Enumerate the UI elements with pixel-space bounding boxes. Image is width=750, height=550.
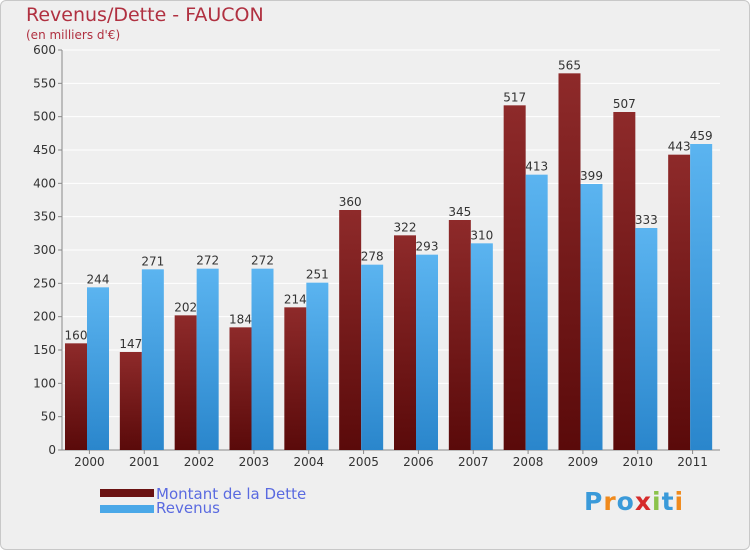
- data-label-revenus: 399: [580, 169, 603, 183]
- bar-debt: [668, 154, 691, 450]
- logo-letter: r: [603, 487, 617, 516]
- data-label-revenus: 333: [635, 213, 658, 227]
- logo-letter: o: [616, 487, 635, 516]
- chart-title: Revenus/Dette - FAUCON: [26, 4, 264, 26]
- bar-revenus: [690, 144, 713, 450]
- y-tick-label: 300: [33, 243, 56, 257]
- y-tick-label: 150: [33, 343, 56, 357]
- y-tick-label: 250: [33, 276, 56, 290]
- bar-debt: [448, 220, 471, 450]
- y-tick-label: 100: [33, 376, 56, 390]
- x-tick-label: 2003: [239, 455, 270, 469]
- bar-revenus: [87, 287, 109, 450]
- y-tick-label: 450: [33, 143, 56, 157]
- bar-revenus: [196, 268, 219, 450]
- x-tick-label: 2001: [129, 455, 160, 469]
- y-tick-label: 600: [33, 43, 56, 57]
- bar-revenus: [525, 174, 548, 450]
- logo-letter: t: [661, 487, 675, 516]
- data-label-debt: 360: [339, 195, 362, 209]
- bar-revenus: [361, 264, 384, 450]
- x-tick-label: 2009: [568, 455, 599, 469]
- data-label-revenus: 251: [306, 268, 329, 282]
- data-label-revenus: 293: [416, 240, 439, 254]
- bar-debt: [613, 112, 636, 450]
- bar-revenus: [306, 282, 329, 450]
- data-label-debt: 322: [394, 220, 417, 234]
- data-label-revenus: 310: [470, 228, 493, 242]
- bar-debt: [284, 307, 307, 450]
- data-label-debt: 443: [668, 140, 691, 154]
- bar-revenus: [251, 268, 274, 450]
- y-tick-label: 500: [33, 110, 56, 124]
- bar-debt: [65, 343, 87, 450]
- bar-revenus: [635, 228, 658, 450]
- legend-label-debt: Montant de la Dette: [156, 485, 307, 503]
- x-tick-label: 2008: [513, 455, 544, 469]
- data-label-debt: 345: [448, 205, 471, 219]
- data-label-debt: 202: [174, 300, 197, 314]
- data-label-revenus: 278: [361, 250, 384, 264]
- data-label-debt: 160: [65, 328, 88, 342]
- bar-debt: [339, 210, 362, 450]
- data-label-revenus: 413: [525, 160, 548, 174]
- data-label-debt: 565: [558, 58, 581, 72]
- bar-revenus: [470, 243, 493, 450]
- x-tick-label: 2005: [348, 455, 379, 469]
- y-tick-label: 550: [33, 76, 56, 90]
- bar-debt: [394, 235, 416, 450]
- logo-letter: P: [584, 487, 604, 516]
- data-label-debt: 147: [119, 337, 142, 351]
- legend-swatch-revenus: [100, 505, 154, 513]
- x-tick-label: 2007: [458, 455, 489, 469]
- y-tick-label: 350: [33, 210, 56, 224]
- bar-debt: [119, 352, 142, 450]
- logo-letter: x: [634, 487, 652, 516]
- data-label-debt: 214: [284, 292, 307, 306]
- y-tick-label: 50: [41, 410, 56, 424]
- x-tick-label: 2010: [622, 455, 653, 469]
- logo-letter: i: [652, 487, 662, 516]
- chart-subtitle: (en milliers d'€): [26, 28, 121, 42]
- legend-label-revenus: Revenus: [156, 499, 220, 517]
- data-label-debt: 184: [229, 312, 252, 326]
- y-tick-label: 200: [33, 310, 56, 324]
- proxiti-logo: Proxiti: [584, 487, 684, 516]
- x-tick-label: 2004: [293, 455, 324, 469]
- bar-debt: [503, 105, 526, 450]
- x-tick-label: 2000: [74, 455, 105, 469]
- bar-revenus: [416, 254, 438, 450]
- data-label-debt: 507: [613, 97, 636, 111]
- y-tick-label: 0: [48, 443, 56, 457]
- data-label-revenus: 272: [251, 254, 274, 268]
- data-label-revenus: 271: [141, 254, 164, 268]
- logo-letter: i: [674, 487, 685, 516]
- data-label-revenus: 272: [196, 254, 219, 268]
- data-label-debt: 517: [503, 90, 526, 104]
- y-tick-label: 400: [33, 176, 56, 190]
- bar-revenus: [580, 184, 603, 450]
- bar-debt: [174, 315, 197, 450]
- data-label-revenus: 244: [87, 272, 110, 286]
- bar-debt: [558, 73, 581, 450]
- bar-revenus: [141, 269, 164, 450]
- x-tick-label: 2002: [184, 455, 215, 469]
- legend-swatch-debt: [100, 489, 154, 497]
- x-tick-label: 2011: [677, 455, 708, 469]
- bar-debt: [229, 327, 252, 450]
- x-tick-label: 2006: [403, 455, 434, 469]
- data-label-revenus: 459: [690, 129, 713, 143]
